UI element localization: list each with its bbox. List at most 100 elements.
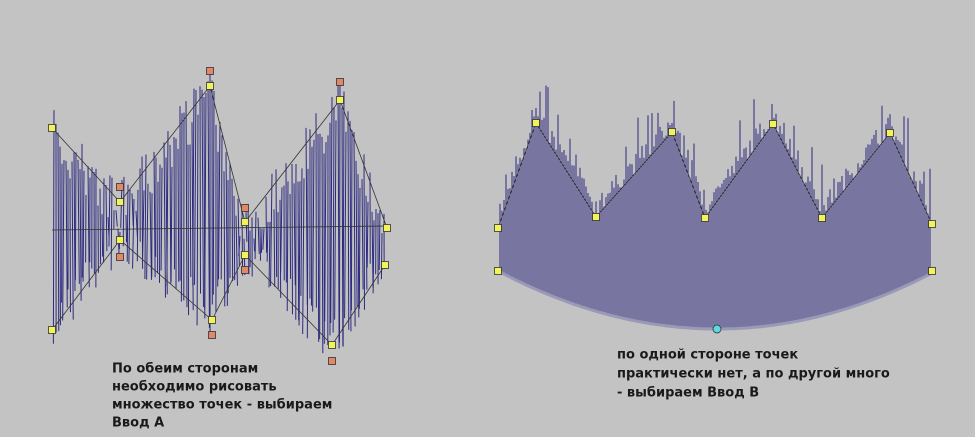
control-point (116, 236, 124, 244)
control-point (701, 214, 709, 222)
control-point (48, 124, 56, 132)
control-point (116, 198, 124, 206)
stitch (204, 92, 207, 309)
stitch (337, 82, 340, 349)
stitch (310, 146, 313, 306)
stitch (52, 110, 55, 344)
control-point (48, 326, 56, 334)
stitch (380, 233, 383, 280)
stitch (220, 135, 223, 280)
control-point (494, 267, 502, 275)
stitch (82, 170, 85, 282)
control-point (208, 316, 216, 324)
stitch (131, 193, 134, 226)
stitch (79, 169, 82, 301)
stitch (358, 187, 361, 309)
stitch (275, 169, 278, 277)
stitch (207, 81, 210, 328)
stitch (260, 228, 263, 253)
stitch (378, 210, 381, 271)
stitch (212, 90, 215, 295)
stitch (65, 160, 68, 308)
control-point (769, 120, 777, 128)
stitch (136, 189, 139, 262)
control-point (328, 357, 336, 365)
stitch (163, 142, 166, 298)
stitch (170, 166, 173, 282)
stitch (317, 133, 320, 342)
stitch (132, 198, 135, 269)
stitch (185, 101, 188, 308)
caption-line: По обеим сторонам (112, 362, 258, 377)
stitch (245, 212, 248, 242)
stitch (253, 238, 256, 252)
stitch (87, 166, 90, 288)
stitch (149, 191, 152, 280)
stitch (259, 227, 262, 261)
stitch (105, 184, 108, 252)
guide-line (51, 239, 386, 346)
stitch (300, 168, 303, 296)
control-point (494, 224, 502, 232)
caption-line: множество точек - выбираем (112, 398, 332, 413)
stitch (192, 88, 195, 286)
stitch (266, 221, 269, 262)
stitch (153, 151, 156, 278)
control-point (208, 331, 216, 339)
stitch (180, 113, 183, 302)
stitch (196, 114, 199, 326)
stitch (332, 107, 335, 333)
control-point (116, 253, 124, 261)
control-point (241, 251, 249, 259)
stitch (350, 130, 353, 311)
control-point (206, 67, 214, 75)
stitch (280, 187, 283, 273)
stitch (99, 188, 102, 265)
stitch (144, 154, 147, 279)
control-point (336, 78, 344, 86)
stitch (262, 228, 265, 250)
stitch (194, 89, 197, 285)
stitch (233, 195, 236, 281)
stitch (166, 131, 169, 286)
stitch (312, 139, 315, 312)
stitch (293, 183, 296, 286)
stitch (169, 144, 172, 284)
control-point (592, 213, 600, 221)
stitch (125, 215, 128, 243)
stitch (177, 148, 180, 282)
stitch (225, 152, 228, 306)
stitch (265, 196, 268, 253)
stitch (223, 171, 226, 307)
control-point (241, 266, 249, 274)
stitch (62, 159, 65, 321)
stitch (330, 96, 333, 323)
stitch (353, 132, 356, 327)
control-point (818, 214, 826, 222)
stitch (108, 175, 111, 247)
control-point (928, 220, 936, 228)
stitch (254, 211, 257, 260)
stitch (231, 178, 234, 282)
stitch (77, 159, 80, 284)
embroidery-area (48, 67, 936, 365)
stitch (344, 131, 347, 319)
stitch (74, 152, 77, 281)
control-point (668, 128, 676, 136)
stitch (297, 181, 300, 321)
stitch (57, 132, 60, 331)
control-point (381, 261, 389, 269)
stitch (372, 220, 375, 294)
stitch (342, 91, 345, 347)
stitch (218, 122, 221, 280)
control-point (886, 129, 894, 137)
stitch (306, 168, 309, 339)
stitch (160, 167, 163, 271)
stitch (334, 120, 337, 320)
caption-line: необходимо рисовать (112, 380, 277, 395)
stitch (366, 201, 369, 268)
stitch (73, 152, 76, 291)
caption-line: Ввод А (112, 416, 164, 431)
